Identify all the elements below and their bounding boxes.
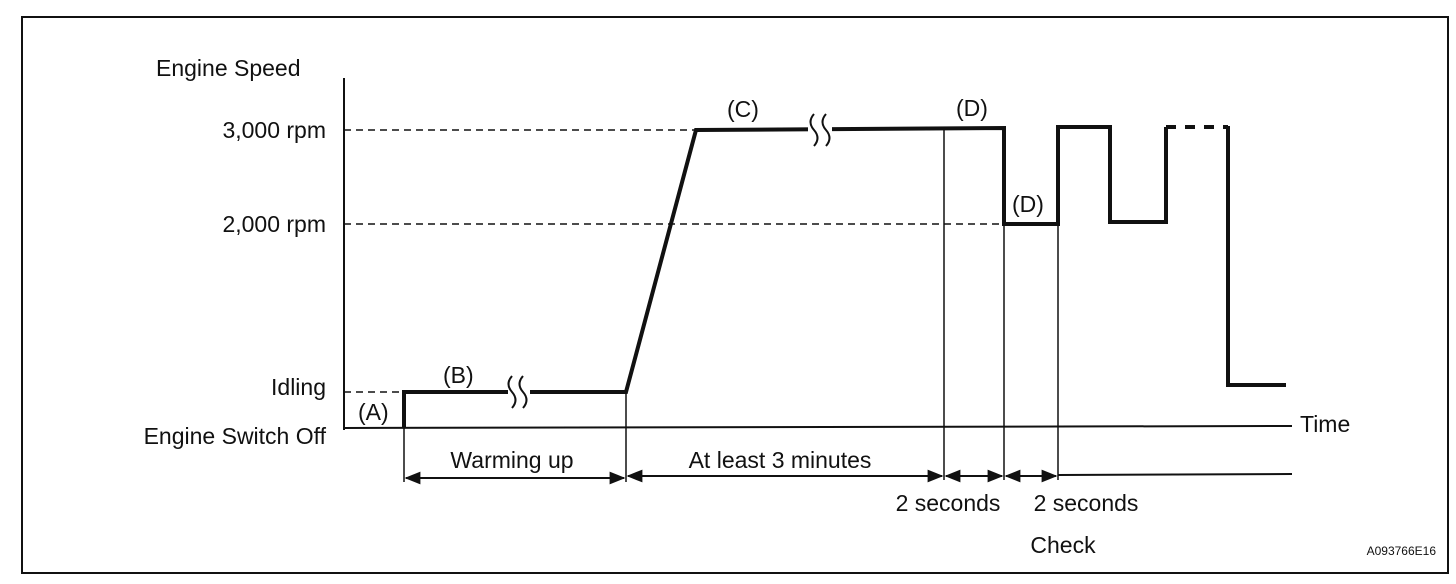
stage-label-d1: (D) [956,95,988,121]
x-axis-title: Time [1300,411,1350,437]
figure-id: A093766E16 [1367,544,1437,558]
stage-label-d2: (D) [1012,191,1044,217]
time-axis [343,425,1293,429]
at-least-3-minutes-label: At least 3 minutes [689,447,872,473]
level-label-idling: Idling [271,374,326,400]
check-label: Check [1030,532,1096,558]
two-seconds-label-2: 2 seconds [1034,490,1139,516]
speed-profile-line [402,125,1168,428]
y-axis-title: Engine Speed [156,55,301,81]
stage-label-a: (A) [358,399,389,425]
level-label-2000: 2,000 rpm [222,211,326,237]
time-break-mark-c [808,113,832,147]
check-timeline-line [1057,473,1293,476]
stage-label-c: (C) [727,96,759,122]
warming-up-label: Warming up [450,447,573,473]
stage-label-b: (B) [443,362,474,388]
level-label-off: Engine Switch Off [144,423,327,449]
time-break-mark-b [507,375,530,409]
level-label-3000: 3,000 rpm [222,117,326,143]
speed-final-drop [1226,126,1286,387]
figure-frame [21,16,1449,574]
two-seconds-label-1: 2 seconds [896,490,1001,516]
